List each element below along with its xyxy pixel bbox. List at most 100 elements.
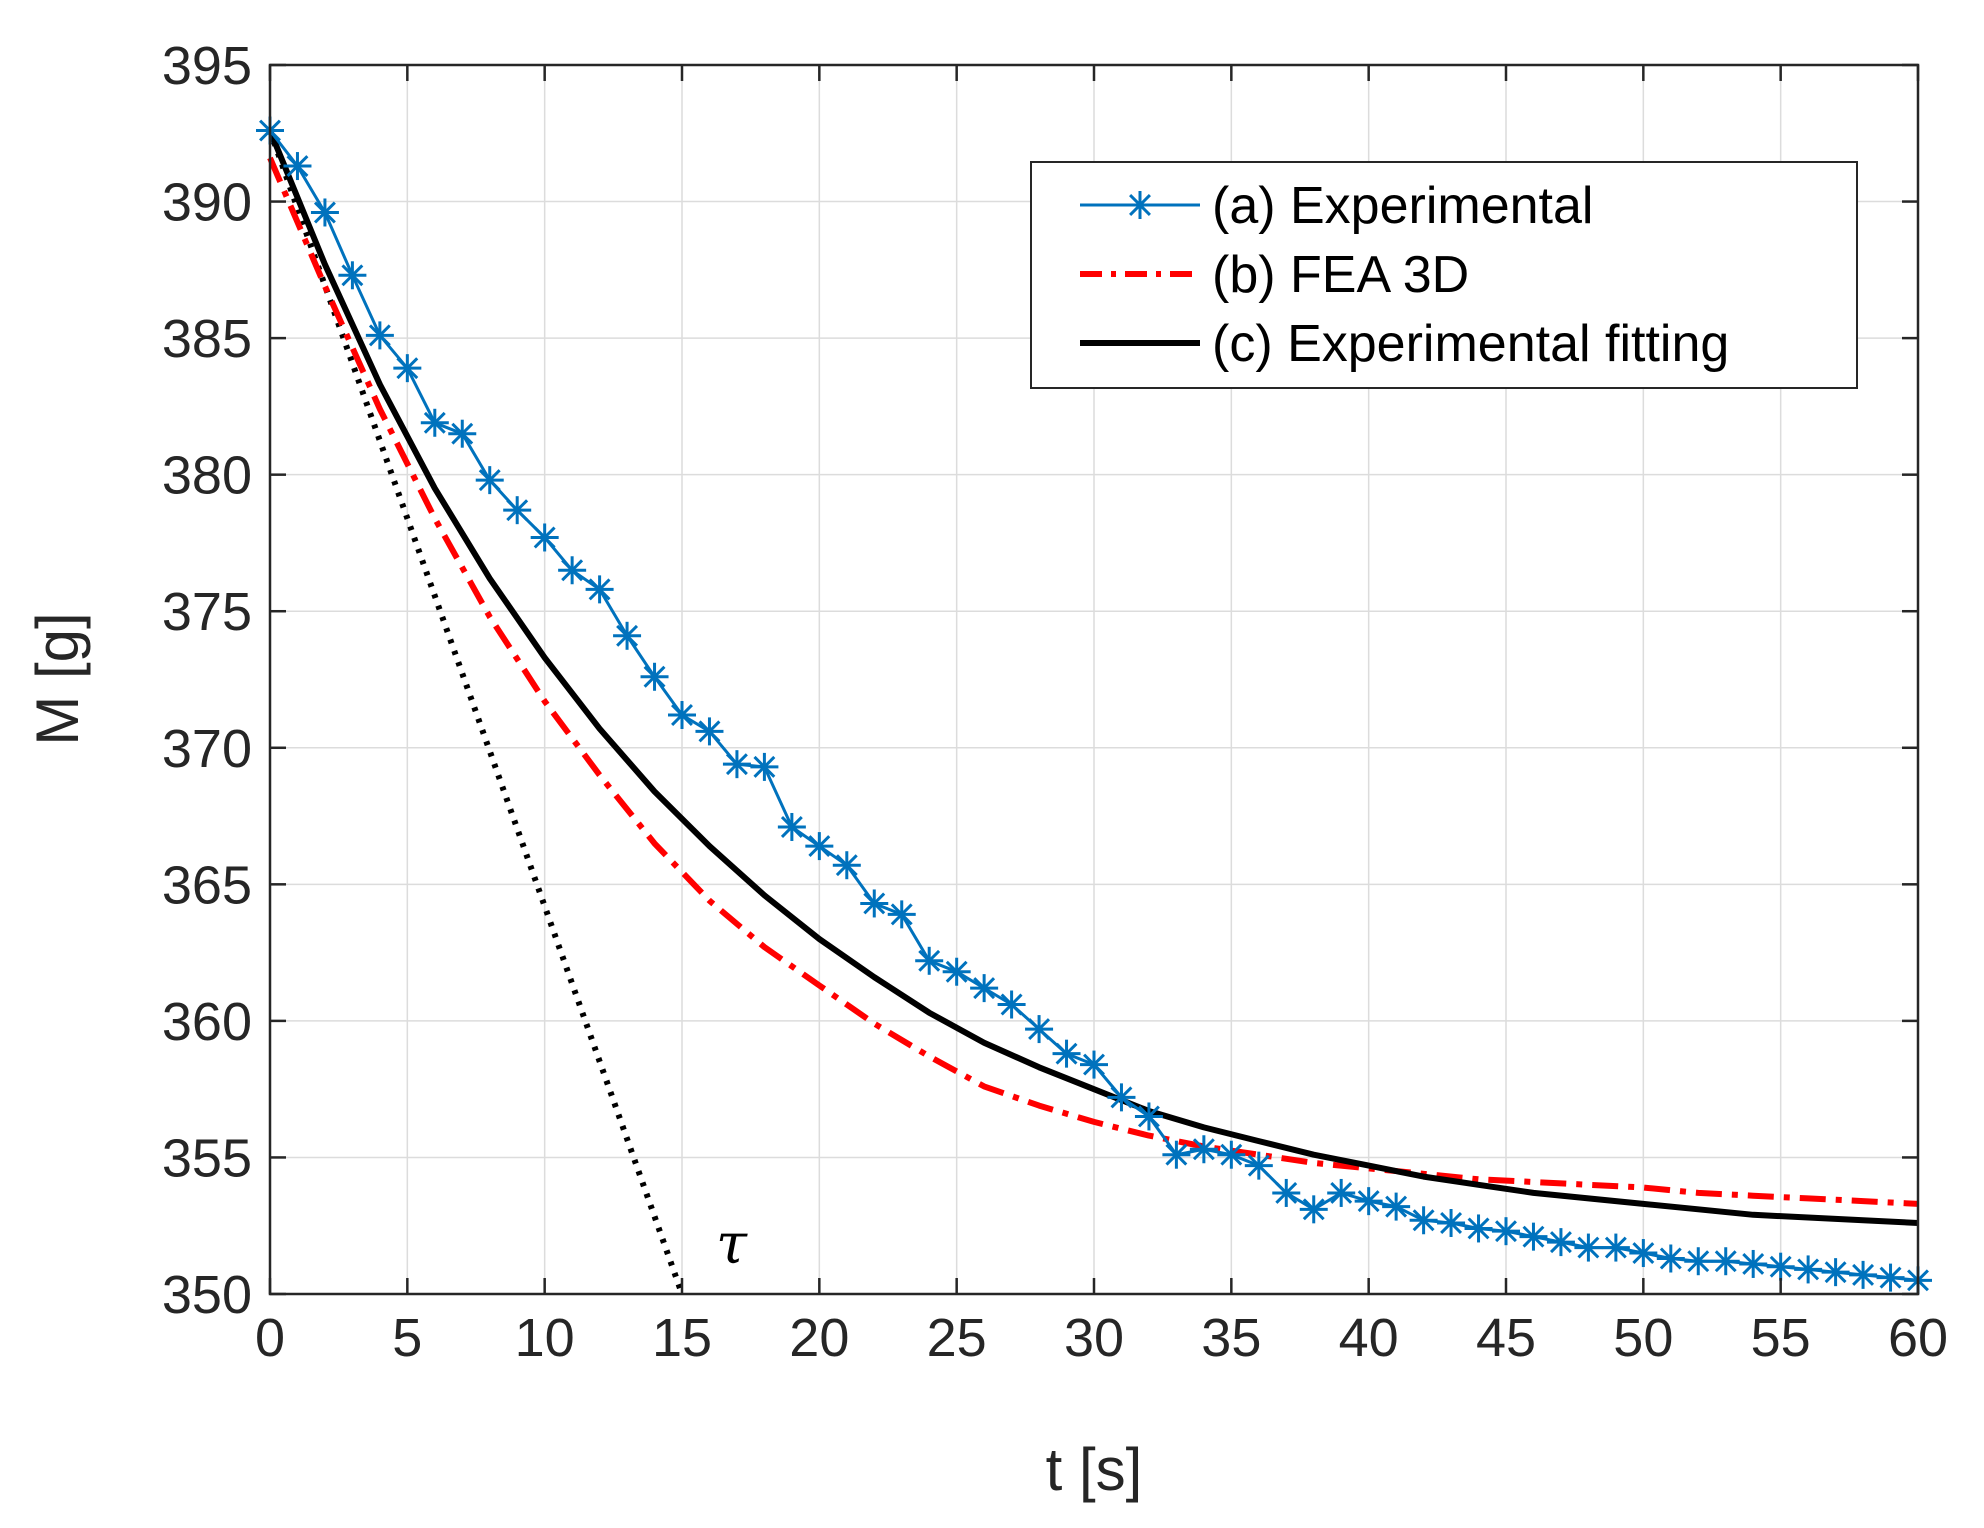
- x-tick-label: 5: [392, 1308, 422, 1368]
- data-point-experimental: [1794, 1255, 1823, 1284]
- series-layer: [256, 116, 1932, 1296]
- data-point-experimental: [1574, 1233, 1603, 1262]
- legend-marker-star: [1126, 191, 1154, 219]
- tick-labels: 0 5 10 15 20 25 30 35 40 45 50 55 60 350 355 360 365 370 3…: [162, 36, 1948, 1368]
- legend-star-marker: [1126, 191, 1154, 219]
- data-point-experimental: [915, 946, 944, 975]
- y-tick-label: 360: [162, 992, 252, 1052]
- data-point-experimental: [1409, 1206, 1438, 1235]
- data-point-experimental: [1739, 1249, 1768, 1278]
- tau-annotation: τ: [716, 1212, 748, 1277]
- x-tick-label: 25: [927, 1308, 987, 1368]
- data-point-experimental: [310, 198, 339, 227]
- data-point-experimental: [640, 662, 669, 691]
- data-point-experimental: [1656, 1244, 1685, 1273]
- data-point-experimental: [365, 321, 394, 350]
- data-point-experimental: [283, 152, 312, 181]
- data-point-experimental: [1684, 1247, 1713, 1276]
- y-tick-label: 385: [162, 309, 252, 369]
- data-point-experimental: [1080, 1050, 1108, 1079]
- x-tick-label: 40: [1339, 1308, 1399, 1368]
- data-point-experimental: [832, 851, 861, 880]
- data-point-experimental: [1134, 1102, 1163, 1131]
- legend-item-experimental: (a) Experimental: [1080, 177, 1593, 235]
- y-tick-label: 375: [162, 582, 252, 642]
- legend-box: [1030, 161, 1858, 389]
- data-point-experimental: [530, 523, 559, 552]
- data-point-experimental: [558, 556, 587, 585]
- y-tick-label: 395: [162, 36, 252, 96]
- data-point-experimental: [1162, 1140, 1191, 1169]
- data-point-experimental: [860, 889, 889, 918]
- series-line-tangent: [267, 129, 685, 1296]
- data-point-experimental: [1711, 1247, 1740, 1276]
- data-point-experimental: [1025, 1015, 1054, 1044]
- data-point-experimental: [1107, 1083, 1136, 1112]
- data-point-experimental: [777, 812, 806, 841]
- data-point-experimental: [1464, 1214, 1493, 1243]
- x-tick-label: 50: [1613, 1308, 1673, 1368]
- data-point-experimental: [1821, 1258, 1850, 1287]
- series-line-fitting: [267, 129, 1919, 1226]
- legend-label-fea: (b) FEA 3D: [1212, 246, 1469, 304]
- data-point-experimental: [1189, 1135, 1218, 1164]
- data-point-experimental: [1327, 1178, 1356, 1207]
- x-tick-label: 35: [1201, 1308, 1261, 1368]
- x-tick-label: 55: [1751, 1308, 1811, 1368]
- y-tick-label: 355: [162, 1128, 252, 1188]
- data-point-experimental: [1244, 1151, 1273, 1180]
- data-point-experimental: [970, 974, 999, 1003]
- x-tick-label: 20: [789, 1308, 849, 1368]
- data-point-experimental: [1437, 1208, 1466, 1237]
- legend-item-fitting: (c) Experimental fitting: [1080, 315, 1729, 373]
- data-point-experimental: [1299, 1195, 1328, 1224]
- series-line-fea: [267, 156, 1919, 1207]
- x-tick-label: 30: [1064, 1308, 1124, 1368]
- x-tick-label: 0: [255, 1308, 285, 1368]
- data-point-experimental: [420, 408, 449, 437]
- data-point-experimental: [887, 900, 916, 929]
- legend-label-experimental: (a) Experimental: [1212, 177, 1593, 235]
- data-point-experimental: [1876, 1263, 1905, 1292]
- data-point-experimental: [1849, 1260, 1878, 1289]
- data-point-experimental: [1519, 1222, 1548, 1251]
- ticks: [268, 63, 1920, 1296]
- data-point-experimental: [393, 354, 422, 383]
- data-point-experimental: [1629, 1239, 1658, 1268]
- x-axis-title: t [s]: [1046, 1436, 1143, 1503]
- y-tick-label: 365: [162, 855, 252, 915]
- data-point-experimental: [1492, 1217, 1520, 1246]
- data-point-experimental: [750, 752, 779, 781]
- data-point-experimental: [942, 957, 971, 986]
- data-point-experimental: [1546, 1228, 1575, 1257]
- data-point-experimental: [1766, 1252, 1795, 1281]
- data-point-experimental: [338, 261, 367, 290]
- data-point-experimental: [1382, 1192, 1411, 1221]
- y-tick-label: 380: [162, 446, 252, 506]
- data-point-experimental: [1052, 1039, 1081, 1068]
- y-tick-label: 350: [162, 1265, 252, 1325]
- data-point-experimental: [668, 701, 696, 730]
- x-tick-label: 60: [1888, 1308, 1948, 1368]
- legend-label-fitting: (c) Experimental fitting: [1212, 315, 1729, 373]
- data-point-experimental: [475, 466, 504, 495]
- data-point-experimental: [997, 990, 1026, 1019]
- data-point-experimental: [805, 832, 834, 861]
- data-point-experimental: [1354, 1187, 1383, 1216]
- data-point-experimental: [722, 750, 751, 779]
- data-point-experimental: [585, 575, 614, 604]
- legend-item-fea: (b) FEA 3D: [1080, 246, 1469, 304]
- data-point-experimental: [448, 419, 477, 448]
- data-point-experimental: [1272, 1178, 1301, 1207]
- y-axis-title: M [g]: [24, 612, 91, 745]
- x-tick-label: 10: [515, 1308, 575, 1368]
- data-point-experimental: [695, 717, 724, 746]
- legend: (a) Experimental (b) FEA 3D (c) Experime…: [1030, 161, 1858, 389]
- x-tick-label: 45: [1476, 1308, 1536, 1368]
- y-tick-label: 390: [162, 173, 252, 233]
- x-tick-label: 15: [652, 1308, 712, 1368]
- y-tick-label: 370: [162, 719, 252, 779]
- data-point-experimental: [613, 621, 642, 650]
- data-point-experimental: [1217, 1140, 1246, 1169]
